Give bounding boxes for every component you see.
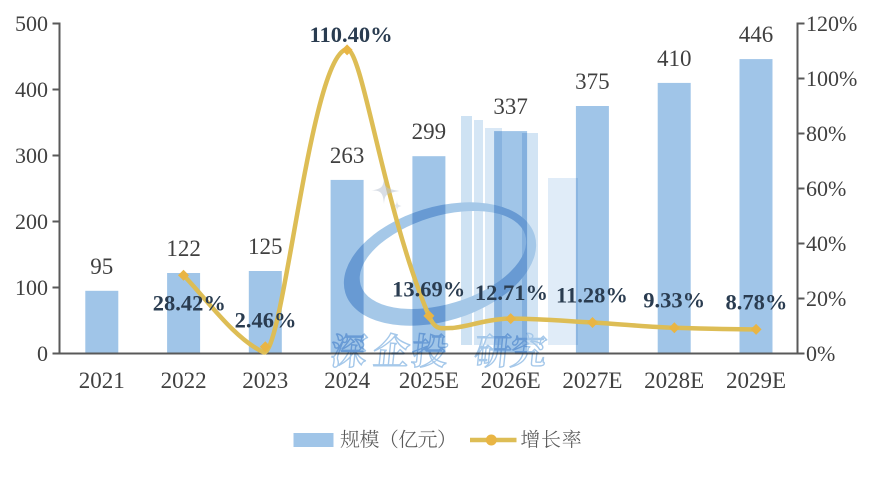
svg-text:2.46%: 2.46%	[235, 308, 297, 333]
svg-text:11.28%: 11.28%	[556, 282, 628, 307]
svg-text:2022: 2022	[161, 368, 207, 393]
svg-text:8.78%: 8.78%	[725, 290, 787, 315]
svg-text:200: 200	[15, 209, 48, 234]
svg-text:60%: 60%	[806, 176, 846, 201]
svg-text:13.69%: 13.69%	[392, 277, 465, 302]
svg-text:2023: 2023	[242, 368, 288, 393]
svg-text:500: 500	[15, 11, 48, 36]
svg-text:2029E: 2029E	[726, 368, 786, 393]
svg-text:95: 95	[90, 254, 113, 279]
svg-text:300: 300	[15, 143, 48, 168]
svg-text:120%: 120%	[806, 11, 857, 36]
svg-text:0%: 0%	[806, 341, 835, 366]
svg-text:122: 122	[166, 236, 201, 261]
svg-text:0: 0	[37, 341, 48, 366]
svg-text:2025E: 2025E	[399, 368, 459, 393]
svg-text:28.42%: 28.42%	[153, 291, 226, 316]
svg-text:410: 410	[657, 46, 692, 71]
svg-text:9.33%: 9.33%	[643, 287, 705, 312]
svg-text:2021: 2021	[79, 368, 125, 393]
svg-text:400: 400	[15, 77, 48, 102]
svg-text:2026E: 2026E	[481, 368, 541, 393]
svg-text:2024: 2024	[324, 368, 371, 393]
svg-text:2028E: 2028E	[644, 368, 704, 393]
svg-text:375: 375	[575, 69, 610, 94]
svg-text:446: 446	[739, 22, 774, 47]
svg-text:2027E: 2027E	[562, 368, 622, 393]
svg-text:80%: 80%	[806, 121, 846, 146]
svg-text:299: 299	[412, 119, 447, 144]
svg-text:100%: 100%	[806, 66, 857, 91]
svg-text:40%: 40%	[806, 231, 846, 256]
svg-text:125: 125	[248, 234, 283, 259]
svg-text:20%: 20%	[806, 286, 846, 311]
svg-text:110.40%: 110.40%	[310, 22, 393, 47]
svg-text:263: 263	[330, 143, 365, 168]
svg-text:12.71%: 12.71%	[475, 280, 548, 305]
svg-text:337: 337	[493, 94, 528, 119]
svg-text:100: 100	[15, 275, 48, 300]
